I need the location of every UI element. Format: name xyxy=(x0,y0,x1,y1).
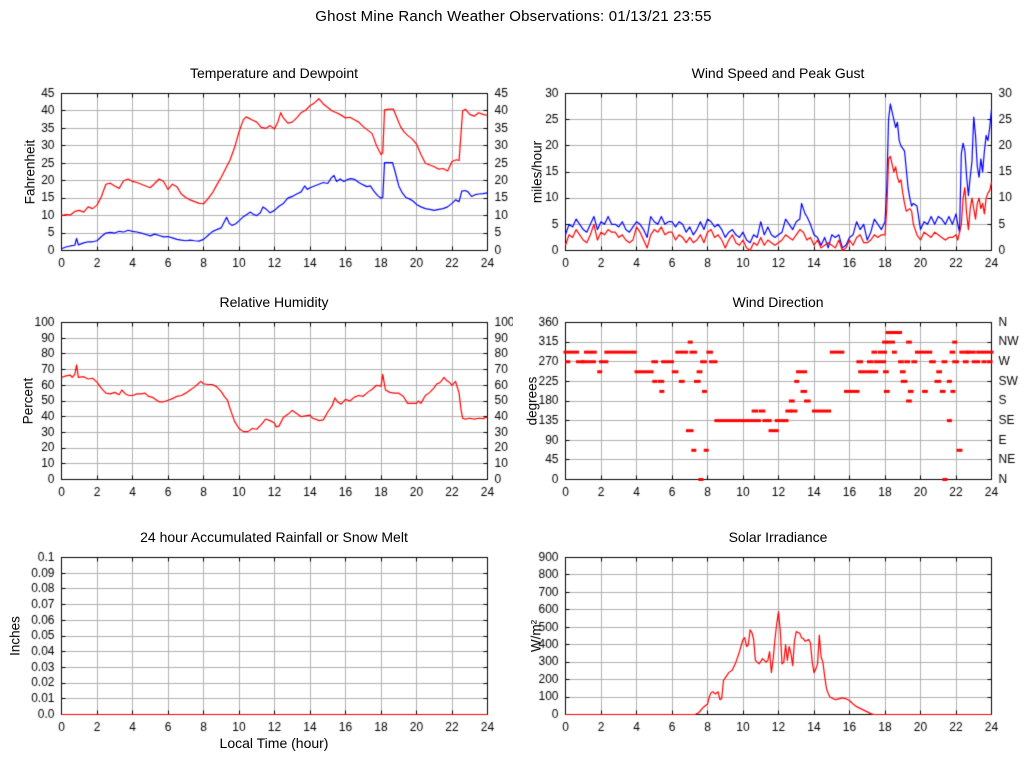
temperature-dewpoint-chart: Temperature and Dewpoint Fahrenheit xyxy=(0,55,513,284)
chart-title-wind-speed-gust: Wind Speed and Peak Gust xyxy=(691,65,865,81)
wind-speed-gust-plot-canvas xyxy=(504,55,1027,284)
chart-title-solar-irradiance: Solar Irradiance xyxy=(728,529,828,545)
chart-title-relative-humidity: Relative Humidity xyxy=(219,294,329,310)
x-axis-label-local-time: Local Time (hour) xyxy=(219,735,329,751)
y-axis-label-percent: Percent xyxy=(20,377,36,425)
temperature-dewpoint-plot-canvas xyxy=(0,55,513,284)
chart-title-accumulated-rainfall: 24 hour Accumulated Rainfall or Snow Mel… xyxy=(140,529,408,545)
solar-irradiance-chart: Solar Irradiance W/m² xyxy=(504,519,1027,772)
relative-humidity-chart: Relative Humidity Percent xyxy=(0,284,513,513)
accumulated-rainfall-plot-canvas xyxy=(0,519,513,772)
y-axis-label-inches: Inches xyxy=(7,616,23,656)
chart-title-temperature-dewpoint: Temperature and Dewpoint xyxy=(189,65,359,81)
wind-direction-plot-canvas xyxy=(504,284,1027,513)
y-axis-label-w-m2: W/m² xyxy=(528,619,544,653)
wind-direction-chart: Wind Direction degrees xyxy=(504,284,1027,513)
y-axis-label-degrees: degrees xyxy=(524,376,540,426)
solar-irradiance-plot-canvas xyxy=(504,519,1027,772)
accumulated-rainfall-chart: 24 hour Accumulated Rainfall or Snow Mel… xyxy=(0,519,513,772)
y-axis-label-fahrenheit: Fahrenheit xyxy=(22,139,38,205)
y-axis-label-miles-hour: miles/hour xyxy=(529,140,545,204)
relative-humidity-plot-canvas xyxy=(0,284,513,513)
page-title: Ghost Mine Ranch Weather Observations: 0… xyxy=(315,8,712,25)
chart-title-wind-direction: Wind Direction xyxy=(732,294,824,310)
wind-speed-gust-chart: Wind Speed and Peak Gust miles/hour xyxy=(504,55,1027,284)
